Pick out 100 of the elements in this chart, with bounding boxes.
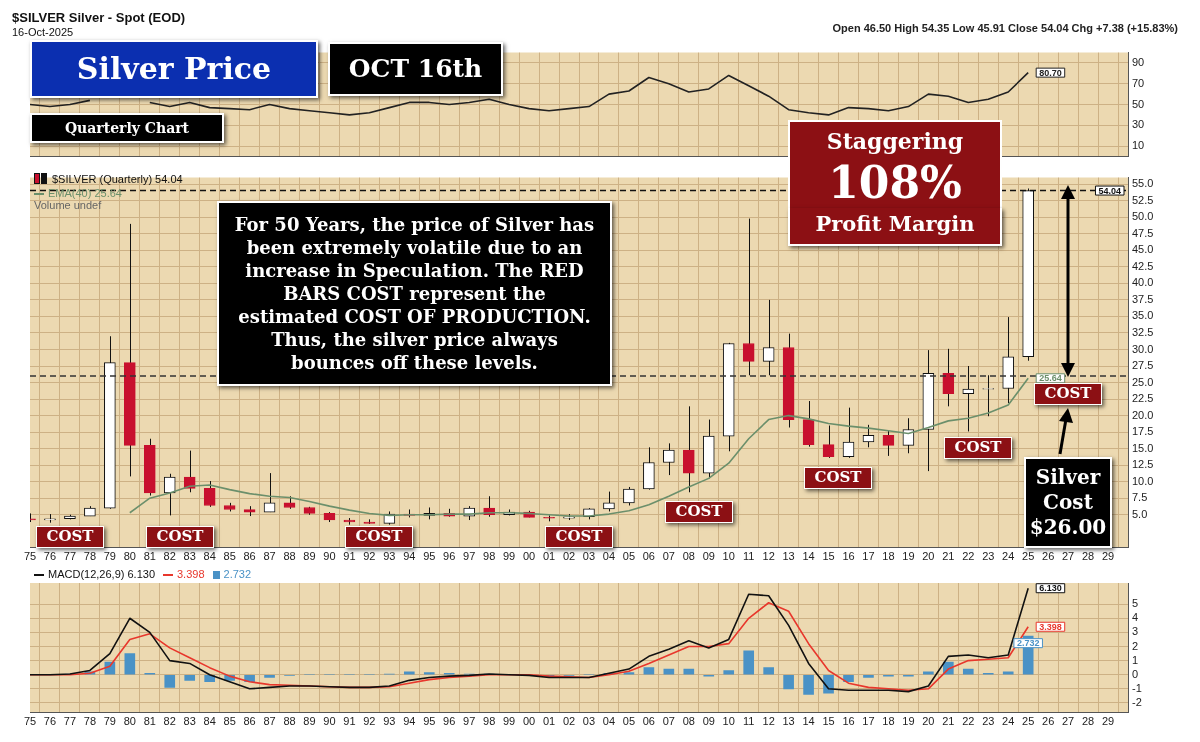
x-tick-label: 90 — [323, 715, 336, 728]
y-tick-label: 42.5 — [1132, 259, 1154, 272]
y-tick-label: 52.5 — [1132, 193, 1154, 206]
x-tick-label: 03 — [582, 550, 596, 563]
x-tick-label: 99 — [503, 715, 516, 728]
label-box: COST — [545, 526, 613, 548]
y-tick-label: 4 — [1132, 611, 1139, 624]
x-tick-label: 11 — [742, 550, 755, 563]
x-tick-label: 22 — [962, 715, 975, 728]
data-label: 2.732 — [1016, 638, 1040, 649]
x-tick-label: 00 — [522, 715, 536, 728]
label-box: COST — [345, 526, 413, 548]
x-tick-label: 15 — [822, 550, 835, 563]
x-tick-label: 02 — [562, 550, 576, 563]
x-tick-label: 92 — [363, 550, 376, 563]
x-tick-label: 82 — [163, 715, 176, 728]
label-box: COST — [944, 437, 1012, 459]
x-tick-label: 00 — [522, 550, 536, 563]
x-tick-label: 86 — [243, 550, 256, 563]
x-tick-label: 29 — [1101, 550, 1115, 563]
x-tick-label: 95 — [423, 715, 436, 728]
x-tick-label: 22 — [962, 550, 975, 563]
x-tick-label: 18 — [882, 550, 895, 563]
x-tick-label: 13 — [782, 550, 795, 563]
x-tick-label: 26 — [1042, 715, 1055, 728]
x-tick-label: 04 — [602, 715, 616, 728]
x-tick-label: 76 — [43, 715, 57, 728]
x-tick-label: 89 — [303, 715, 316, 728]
x-tick-label: 97 — [463, 715, 476, 728]
y-tick-label: 32.5 — [1132, 325, 1154, 338]
x-tick-label: 11 — [742, 715, 755, 728]
x-tick-label: 90 — [323, 550, 336, 563]
x-tick-label: 85 — [223, 550, 236, 563]
x-tick-label: 03 — [582, 715, 596, 728]
x-tick-label: 77 — [63, 715, 77, 728]
y-tick-label: 45.0 — [1132, 243, 1154, 256]
x-tick-label: 16 — [842, 550, 855, 563]
x-tick-label: 28 — [1081, 550, 1095, 563]
x-tick-label: 09 — [702, 550, 715, 563]
data-label: 25.64 — [1039, 373, 1062, 384]
x-tick-label: 14 — [802, 550, 815, 563]
x-tick-label: 18 — [882, 715, 895, 728]
label-box: COST — [146, 526, 214, 548]
x-tick-label: 75 — [23, 715, 37, 728]
legend-label: EMA(40) 25.64 — [48, 187, 122, 200]
x-tick-label: 88 — [283, 550, 296, 563]
y-tick-label: 0 — [1132, 667, 1139, 680]
x-tick-label: 88 — [283, 715, 296, 728]
x-tick-label: 26 — [1042, 550, 1055, 563]
y-tick-label: -1 — [1132, 681, 1142, 694]
chart-title: $SILVER Silver - Spot (EOD) — [12, 10, 186, 25]
x-tick-label: 01 — [542, 550, 556, 563]
x-tick-label: 83 — [183, 550, 196, 563]
label-box: 108% — [788, 158, 1002, 208]
label-box: OCT 16th — [328, 42, 503, 96]
x-tick-label: 87 — [263, 550, 276, 563]
x-tick-label: 80 — [123, 550, 136, 563]
y-tick-label: 12.5 — [1132, 458, 1154, 471]
annotation: Volume undef — [34, 199, 102, 211]
ref-line-label: 54.04 — [1098, 185, 1122, 196]
x-tick-label: 98 — [483, 715, 496, 728]
x-tick-label: 24 — [1002, 715, 1015, 728]
x-tick-label: 10 — [722, 715, 735, 728]
x-tick-label: 77 — [63, 550, 77, 563]
x-tick-label: 80 — [123, 715, 136, 728]
x-tick-label: 14 — [802, 715, 815, 728]
x-tick-label: 08 — [682, 550, 695, 563]
x-tick-label: 19 — [902, 715, 915, 728]
legend-label: 3.398 — [177, 568, 205, 580]
label-box: COST — [36, 526, 104, 548]
x-tick-label: 91 — [343, 715, 356, 728]
data-label: 3.398 — [1039, 621, 1062, 632]
label-box: COST — [665, 501, 733, 523]
y-tick-label: 1 — [1132, 653, 1139, 666]
x-tick-label: 21 — [942, 715, 955, 728]
label-box: Profit Margin — [788, 208, 1002, 246]
x-tick-label: 01 — [542, 715, 556, 728]
x-tick-label: 29 — [1101, 715, 1115, 728]
x-tick-label: 92 — [363, 715, 376, 728]
x-tick-label: 02 — [562, 715, 576, 728]
y-tick-label: 90 — [1132, 56, 1145, 69]
x-tick-label: 99 — [503, 550, 516, 563]
y-tick-label: 50 — [1132, 97, 1145, 110]
y-tick-label: 47.5 — [1132, 226, 1154, 239]
x-tick-label: 20 — [922, 550, 935, 563]
data-label: 6.130 — [1039, 583, 1062, 594]
y-tick-label: 22.5 — [1132, 392, 1154, 405]
x-tick-label: 25 — [1022, 550, 1035, 563]
x-tick-label: 79 — [103, 715, 116, 728]
x-tick-label: 28 — [1081, 715, 1095, 728]
x-tick-label: 94 — [403, 550, 416, 563]
x-tick-label: 19 — [902, 550, 915, 563]
x-tick-label: 13 — [782, 715, 795, 728]
y-tick-label: 70 — [1132, 76, 1145, 89]
y-tick-label: 20.0 — [1132, 408, 1154, 421]
label-box: Silver Cost $26.00 — [1024, 457, 1112, 548]
x-tick-label: 23 — [982, 715, 995, 728]
y-tick-label: 25.0 — [1132, 375, 1154, 388]
x-tick-label: 81 — [143, 550, 156, 563]
y-tick-label: 40.0 — [1132, 276, 1154, 289]
